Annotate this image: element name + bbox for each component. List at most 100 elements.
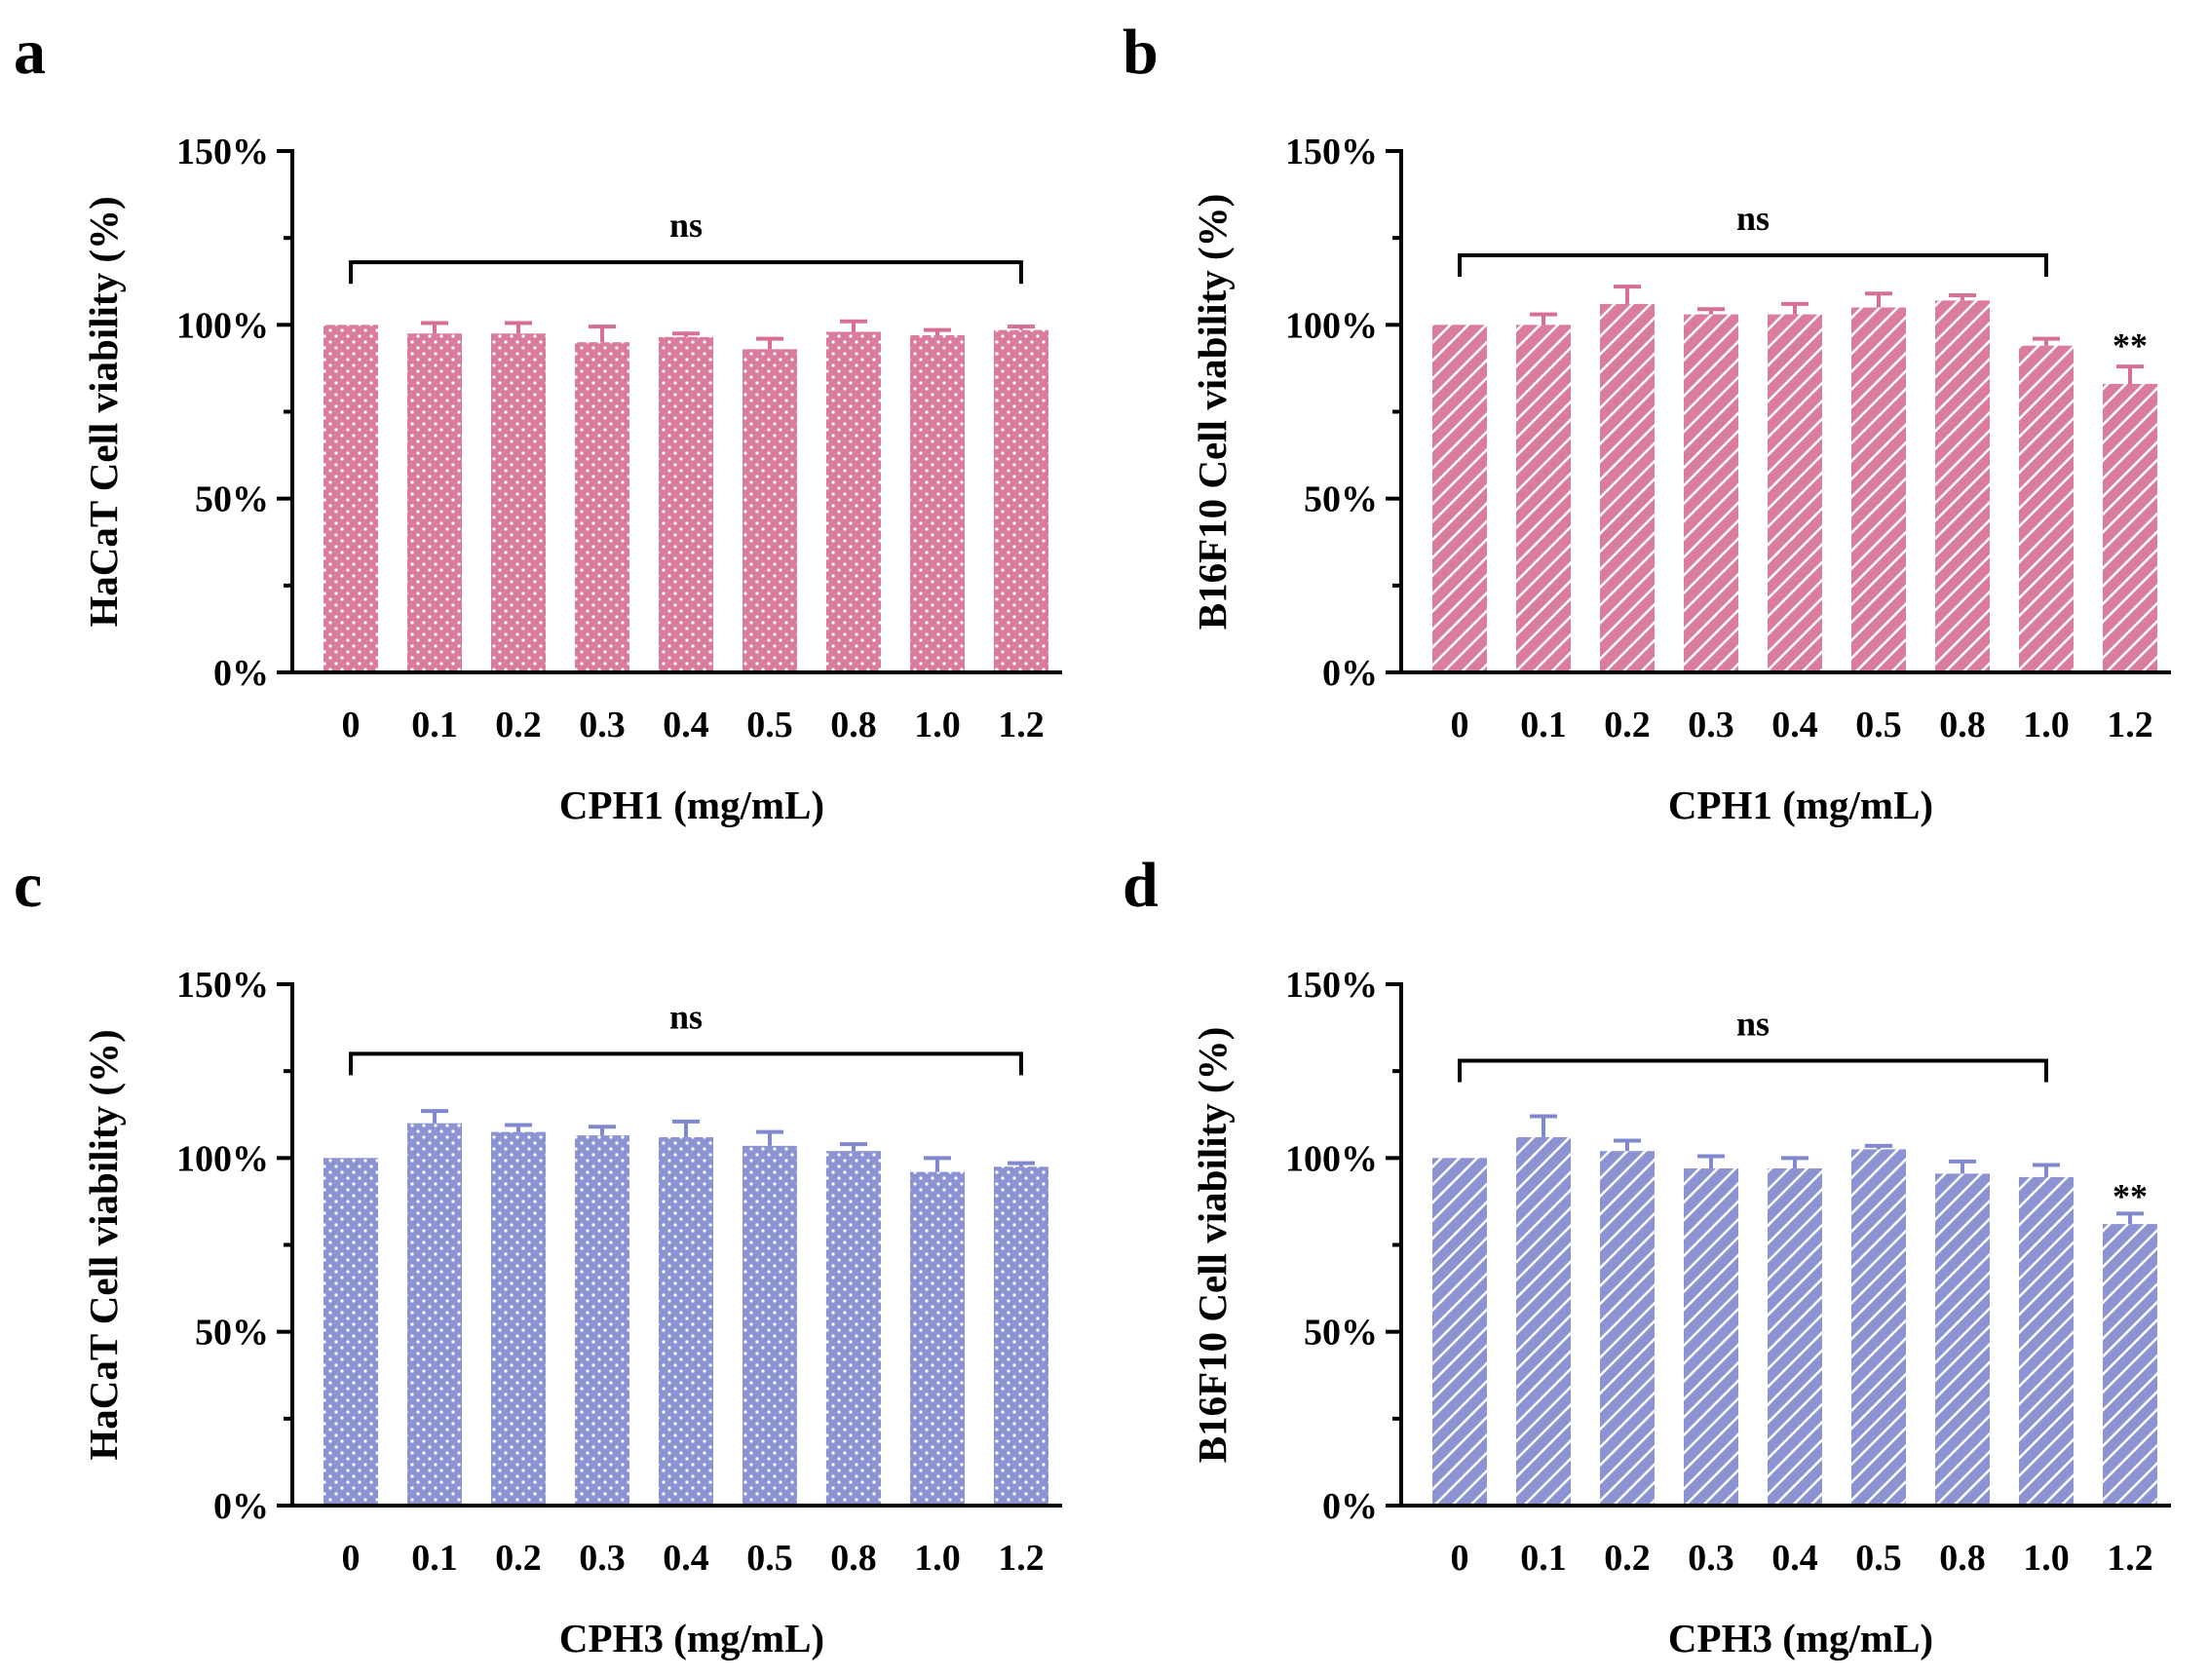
y-tick-label: 0%: [213, 653, 269, 694]
y-tick-label: 100%: [176, 305, 269, 346]
bar: [1851, 1149, 1906, 1506]
bar: [407, 333, 462, 672]
x-tick-label: 1.0: [2023, 705, 2070, 745]
bar: [575, 342, 629, 672]
y-tick-label: 0%: [1322, 653, 1378, 694]
bar: [910, 1171, 965, 1506]
bar: [407, 1123, 462, 1506]
x-tick-label: 0.5: [1855, 705, 1902, 745]
y-tick-label: 150%: [176, 132, 269, 172]
y-tick-label: 100%: [1285, 305, 1378, 346]
x-tick-label: 0: [342, 1538, 361, 1579]
y-tick-label: 50%: [195, 1313, 269, 1354]
y-tick-label: 0%: [213, 1486, 269, 1527]
bar: [1684, 314, 1738, 672]
x-tick-label: 1.0: [2023, 1538, 2070, 1579]
bar: [1432, 325, 1487, 672]
bar: [910, 335, 965, 672]
y-tick-label: 100%: [176, 1138, 269, 1179]
x-tick-label: 0.8: [830, 1538, 877, 1579]
y-axis-title: HaCaT Cell viability (%): [81, 1029, 126, 1460]
significance-label: ns: [1736, 199, 1770, 238]
bar: [1768, 314, 1822, 672]
bar: [1768, 1168, 1822, 1506]
bar: [1684, 1168, 1738, 1506]
x-tick-label: 1.0: [914, 1538, 961, 1579]
y-tick-label: 50%: [195, 479, 269, 520]
y-tick-label: 150%: [1285, 132, 1378, 172]
bar: [994, 329, 1048, 672]
significance-label: ns: [1736, 1004, 1770, 1043]
x-axis-title: CPH1 (mg/mL): [559, 783, 824, 827]
x-tick-label: 0.1: [411, 1538, 458, 1579]
bar: [491, 333, 546, 672]
bar: [491, 1131, 546, 1506]
bar: [575, 1135, 629, 1506]
x-tick-label: 0.1: [1520, 1538, 1567, 1579]
y-axis-title: B16F10 Cell viability (%): [1190, 194, 1235, 630]
bar: [1516, 1136, 1571, 1506]
bar: [2103, 1224, 2157, 1506]
panel-a: a 0% 50% 100% 150% 0 0.1 0.2 0.3 0.4 0.5 0.8 1.0 1.2 C…: [14, 17, 1062, 827]
x-axis-title: CPH1 (mg/mL): [1668, 783, 1933, 827]
panel-d: d 0% 50% 100% 150% 0 0.1 0.2 0.3 0.4 0.5 0.8 1.0 1.2 C…: [1123, 850, 2171, 1661]
y-axis-title: B16F10 Cell viability (%): [1190, 1027, 1235, 1464]
panel-letter: a: [14, 17, 46, 88]
bar: [1935, 1173, 1990, 1506]
panel-letter: d: [1123, 850, 1159, 921]
y-tick-label: 0%: [1322, 1486, 1378, 1527]
x-tick-label: 0.5: [1855, 1538, 1902, 1579]
x-tick-label: 0.4: [1771, 1538, 1818, 1579]
bar: [742, 1145, 797, 1506]
x-tick-label: 0.2: [495, 705, 542, 745]
x-tick-label: 0.3: [579, 1538, 626, 1579]
significance-bracket: [1458, 253, 2048, 277]
x-tick-label: 0.3: [579, 705, 626, 745]
x-tick-label: 0.4: [663, 705, 709, 745]
x-tick-label: 0.4: [1771, 705, 1818, 745]
y-tick-label: 150%: [1285, 965, 1378, 1006]
x-tick-label: 0.2: [1604, 705, 1651, 745]
x-tick-label: 0.4: [663, 1538, 709, 1579]
y-tick-label: 50%: [1304, 479, 1378, 520]
x-tick-label: 0.8: [830, 705, 877, 745]
significance-star: **: [2113, 326, 2148, 365]
x-tick-label: 1.2: [2107, 1538, 2153, 1579]
x-tick-label: 0.1: [1520, 705, 1567, 745]
x-tick-label: 0.5: [746, 705, 793, 745]
y-tick-label: 50%: [1304, 1313, 1378, 1354]
x-tick-label: 1.2: [998, 705, 1045, 745]
bar: [1600, 1151, 1655, 1506]
significance-bracket: [349, 1051, 1023, 1076]
x-tick-label: 1.2: [998, 1538, 1045, 1579]
bar: [826, 1151, 881, 1506]
significance-bracket: [349, 260, 1023, 285]
panel-letter: c: [14, 850, 42, 921]
bar: [742, 349, 797, 672]
bar: [1432, 1158, 1487, 1506]
panel-b: b 0% 50% 100% 150% 0 0.1 0.2 0.3 0.4 0.5 0.8 1.0 1.2 C…: [1123, 17, 2171, 827]
x-tick-label: 0.3: [1688, 705, 1734, 745]
bar: [2103, 383, 2157, 672]
bar: [2019, 345, 2074, 672]
x-tick-label: 0: [1451, 705, 1469, 745]
x-axis-title: CPH3 (mg/mL): [559, 1616, 824, 1661]
bar: [324, 1158, 378, 1506]
panel-letter: b: [1123, 17, 1159, 88]
x-tick-label: 0.5: [746, 1538, 793, 1579]
bar: [1600, 303, 1655, 672]
significance-label: ns: [669, 206, 703, 245]
significance-bracket: [1458, 1058, 2048, 1083]
bar: [1935, 300, 1990, 672]
x-tick-label: 0: [1451, 1538, 1469, 1579]
bar: [2019, 1176, 2074, 1506]
bar: [659, 1136, 713, 1506]
bar: [1851, 307, 1906, 672]
bar: [1516, 325, 1571, 672]
x-tick-label: 0.8: [1939, 1538, 1986, 1579]
x-tick-label: 0.2: [495, 1538, 542, 1579]
bar: [659, 336, 713, 672]
bar: [826, 331, 881, 672]
panel-c: c 0% 50% 100% 150% 0 0.1 0.2 0.3 0.4 0.5 0.8 1.0 1.2 C…: [14, 850, 1062, 1661]
bar: [324, 325, 378, 672]
